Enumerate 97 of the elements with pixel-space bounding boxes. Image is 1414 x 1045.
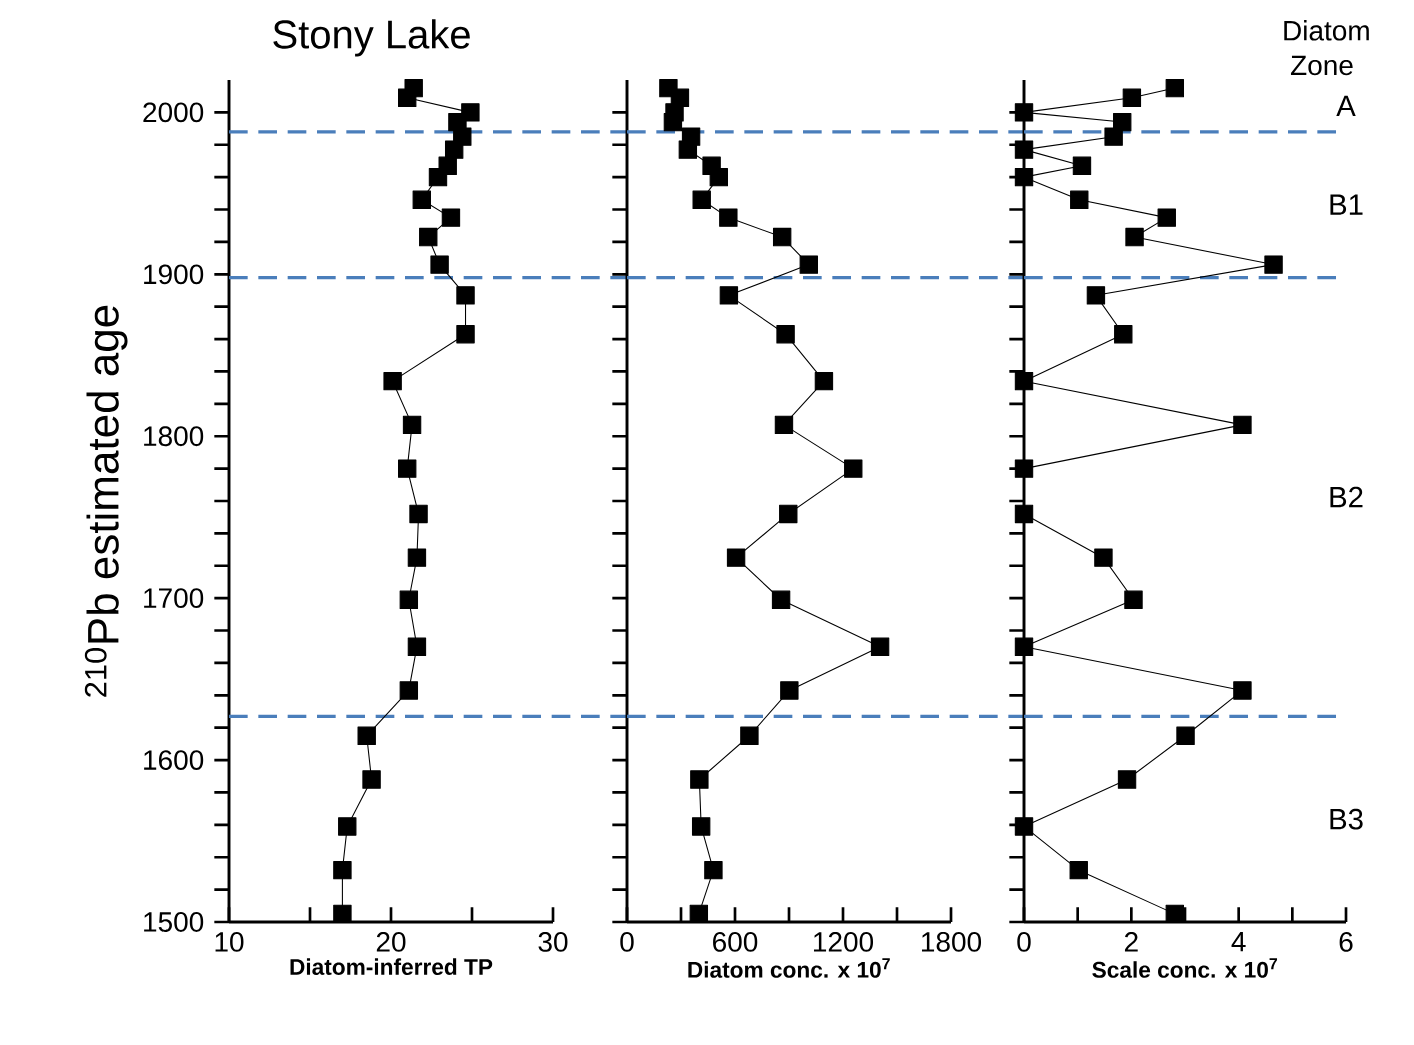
- x-tick-label: 1200: [813, 932, 874, 952]
- annotation: B1: [1330, 194, 1363, 215]
- point: [691, 817, 711, 836]
- point: [1117, 770, 1137, 789]
- x-tick-label: 4: [1231, 932, 1246, 952]
- point: [333, 860, 352, 880]
- point: [398, 88, 417, 107]
- y-tick-label: 1800: [144, 426, 204, 447]
- point: [719, 208, 738, 227]
- point: [779, 504, 798, 524]
- point: [398, 459, 417, 478]
- point: [441, 208, 461, 227]
- x-axis-title: Diatom-inferred TP: [290, 958, 493, 975]
- point: [1233, 681, 1252, 700]
- point: [430, 255, 449, 274]
- annotation: B3: [1330, 808, 1363, 830]
- chart-title: Stony Lake: [273, 19, 470, 57]
- point: [1014, 637, 1034, 656]
- x-tick-label: 0: [1017, 932, 1031, 952]
- point: [772, 227, 792, 247]
- point: [456, 325, 475, 344]
- x-tick-label: 1800: [921, 932, 982, 952]
- point: [678, 140, 698, 159]
- point: [402, 415, 422, 435]
- x-tick-label: 600: [713, 932, 758, 952]
- point: [338, 817, 357, 836]
- point: [726, 548, 746, 567]
- annotation: A: [1336, 95, 1356, 116]
- point: [444, 140, 464, 159]
- point: [333, 904, 352, 924]
- point: [1124, 590, 1143, 609]
- point: [1125, 227, 1144, 247]
- point: [1114, 325, 1133, 344]
- point: [689, 904, 709, 924]
- y-tick-label: 1600: [144, 750, 204, 770]
- y-tick-label: 1500: [144, 912, 204, 932]
- point: [690, 770, 709, 789]
- x-tick-label: 10: [215, 932, 244, 952]
- point: [704, 860, 723, 880]
- text: Diatom Zone: [1284, 20, 1369, 76]
- point: [1070, 190, 1089, 210]
- point: [799, 255, 819, 274]
- point: [1014, 103, 1034, 122]
- point: [1165, 78, 1185, 98]
- point: [1014, 817, 1034, 836]
- point: [1069, 860, 1088, 880]
- point: [692, 190, 711, 210]
- point: [428, 167, 448, 187]
- point: [1014, 140, 1034, 159]
- point: [1014, 167, 1034, 187]
- x-tick-label: 30: [538, 932, 568, 952]
- y-tick-label: 1900: [144, 264, 204, 285]
- point: [709, 167, 729, 187]
- point: [1104, 127, 1123, 146]
- point: [1094, 548, 1113, 567]
- point: [399, 590, 419, 609]
- point: [409, 504, 428, 524]
- point: [1233, 415, 1252, 435]
- point: [1157, 208, 1176, 227]
- annotation: B2: [1330, 486, 1363, 508]
- point: [1014, 504, 1034, 524]
- point: [1264, 255, 1283, 274]
- x-axis-title: Scale conc. x 10$^{7}$: [1092, 958, 1278, 978]
- x-tick-label: 6: [1339, 932, 1353, 952]
- point: [456, 286, 475, 305]
- point: [362, 770, 381, 789]
- x-axis-title: Diatom conc. x 10$^{7}$: [688, 958, 890, 978]
- x-tick-label: 20: [376, 932, 406, 952]
- point: [1122, 88, 1142, 108]
- point: [719, 286, 739, 305]
- point: [740, 726, 759, 745]
- point: [412, 190, 431, 210]
- point: [663, 112, 683, 132]
- point: [407, 548, 427, 567]
- x-tick-label: 0: [620, 932, 634, 952]
- point: [814, 371, 834, 391]
- point: [844, 459, 863, 478]
- x-tick-label: 2: [1124, 932, 1138, 952]
- point: [1176, 726, 1195, 745]
- point: [771, 590, 791, 609]
- point: [419, 227, 438, 247]
- point: [1086, 286, 1106, 305]
- point: [1014, 371, 1034, 391]
- point: [357, 726, 376, 745]
- point: [1072, 156, 1092, 176]
- y-tick-label: 1700: [144, 588, 204, 609]
- point: [776, 325, 795, 344]
- point: [870, 637, 890, 656]
- point: [383, 371, 402, 391]
- point: [1014, 459, 1034, 478]
- point: [774, 415, 794, 435]
- point: [407, 637, 427, 656]
- point: [1165, 904, 1185, 924]
- point: [780, 681, 799, 700]
- point: [399, 681, 419, 700]
- y-tick-label: 2000: [143, 102, 204, 123]
- y-axis-title: $^{210}$Pb estimated age: [84, 305, 128, 697]
